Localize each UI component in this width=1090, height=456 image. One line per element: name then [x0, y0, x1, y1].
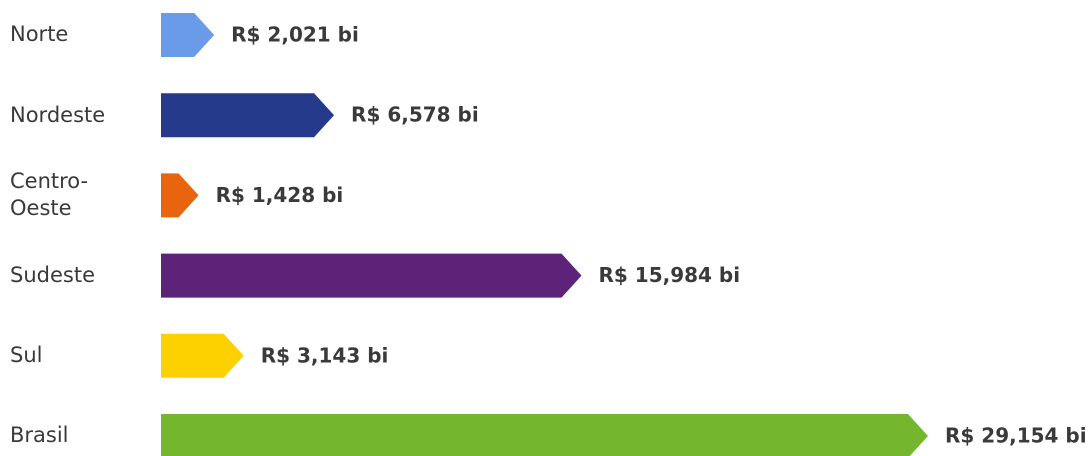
category-label: Sudeste [10, 262, 95, 287]
value-label: R$ 29,154 bi [945, 424, 1087, 448]
value-label: R$ 15,984 bi [599, 263, 741, 287]
value-label: R$ 2,021 bi [231, 23, 359, 47]
category-label: Norte [10, 22, 69, 47]
category-label: Centro-Oeste [10, 169, 89, 221]
bar [161, 93, 335, 138]
bar [161, 253, 582, 298]
category-label: Sul [10, 343, 43, 368]
value-label: R$ 6,578 bi [351, 103, 479, 127]
bar [161, 333, 244, 378]
bar [161, 173, 199, 218]
value-label: R$ 3,143 bi [261, 343, 389, 367]
bar [161, 414, 928, 456]
bar [161, 13, 215, 57]
value-label: R$ 1,428 bi [216, 183, 344, 207]
category-label: Nordeste [10, 102, 106, 127]
category-label: Brasil [10, 423, 69, 448]
